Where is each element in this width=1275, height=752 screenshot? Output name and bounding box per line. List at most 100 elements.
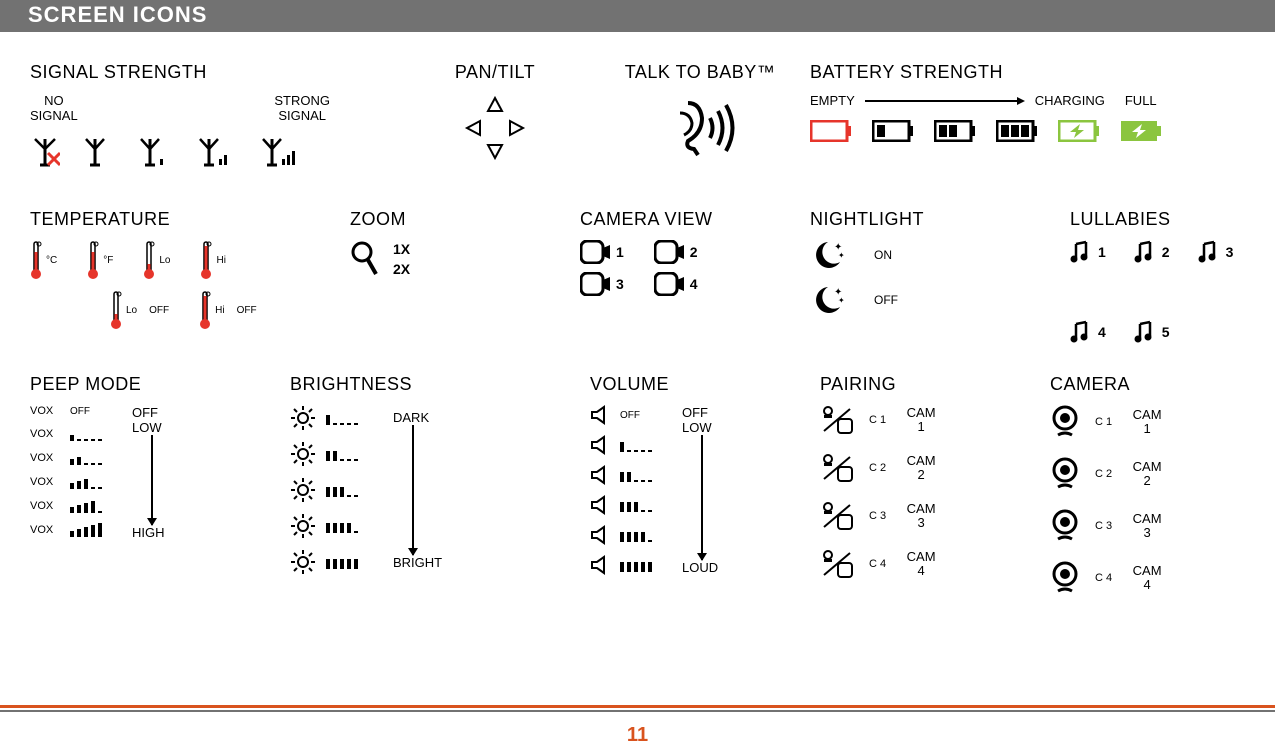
speaker-icon [590,555,610,575]
empty-label: EMPTY [810,93,855,108]
battery-section: BATTERY STRENGTH EMPTY CHARGING FULL [810,62,1245,169]
webcam-icon [1050,561,1080,595]
speaker-icon [590,405,610,425]
thermometer-icon [143,240,155,280]
c2-label: C 2 [869,462,886,474]
battery-3-icon [996,120,1038,142]
webcam-icon [1050,509,1080,543]
l5: 5 [1162,324,1170,340]
nightlight-on: ✦✦ ON [810,240,1070,270]
thermometer-icon [110,290,122,330]
bright-label: BRIGHT [393,555,443,570]
signal-title: SIGNAL STRENGTH [30,62,400,83]
off-small: OFF [70,406,90,417]
speaker-icon [590,435,610,455]
dark-label: DARK [393,410,443,425]
camera-rect-icon [580,272,610,296]
peep-high: HIGH [132,525,182,540]
bright-5 [290,549,358,575]
webcam-icon [1050,405,1080,439]
footer-rule [0,705,1275,712]
pair-4: C 4CAM 4 [820,549,1050,579]
vox-label: VOX [30,500,60,512]
pan-tilt-section: PAN/TILT [400,62,590,169]
camera-3: C 3CAM 3 [1050,509,1245,543]
peep-off: OFF [132,405,182,420]
l2: 2 [1162,244,1170,260]
camera-section: CAMERA C 1CAM 1 C 2CAM 2 C 3CAM 3 C 4CAM… [1050,374,1245,595]
vox-off: VOXOFF [30,405,102,417]
pair-1: C 1CAM 1 [820,405,1050,435]
cam-1-num: 1 [616,244,624,260]
zoom-1x: 1X [393,240,410,260]
vol-1 [590,435,652,455]
camera-list: C 1 CAM 1 C 2CAM 2 C 3CAM 3 C 4 CAM 4 [1050,405,1245,595]
sun-icon [290,441,316,467]
vol-off: OFF [590,405,652,425]
vol-loud-label: LOUD [682,560,732,575]
c1-label: C 1 [869,414,886,426]
thermometer-icon [200,240,212,280]
c1-label: C 1 [1095,416,1112,428]
bright-4 [290,513,358,539]
vol-5 [590,555,652,575]
cam1-label: CAM 1 [1127,408,1167,437]
pair-2: C 2 CAM 2 [820,453,1050,483]
full-label: FULL [1125,93,1157,108]
lullaby-5: 5 [1134,320,1170,344]
c4-label: C 4 [1095,572,1112,584]
cam2-label: CAM 2 [901,454,941,483]
off2-label: OFF [237,305,257,316]
f-label: °F [103,255,113,266]
cam4-label: CAM 4 [1127,564,1167,593]
sun-icon [290,513,316,539]
volume-levels: OFF [590,405,652,575]
camera-rect-icon [654,240,684,264]
row-3: PEEP MODE VOXOFF VOX VOX VOX VOX VOX OFF… [30,374,1245,595]
music-note-icon [1070,240,1092,264]
lullaby-4: 4 [1070,320,1106,344]
talk-section: TALK TO BABY™ [590,62,810,169]
talk-title: TALK TO BABY™ [590,62,810,83]
cam-view-4: 4 [654,272,698,296]
bright-2 [290,441,358,467]
pairing-icon [820,549,854,579]
pairing-icon [820,405,854,435]
therm-lo: Lo [143,240,170,280]
vox-label: VOX [30,428,60,440]
vol-off-small: OFF [620,410,640,421]
antenna-x-icon [30,135,60,169]
moon-stars-icon: ✦✦ [810,240,844,270]
sun-icon [290,405,316,431]
speaker-icon [590,525,610,545]
arrow-right-icon [131,108,221,109]
no-signal-label: NO SIGNAL [30,93,78,123]
camera-view-section: CAMERA VIEW 1 2 3 4 [580,209,810,344]
sun-icon [290,549,316,575]
antenna-3-icon [262,135,306,169]
camera-view-grid: 1 2 3 4 [580,240,810,296]
vox-1: VOX [30,427,102,441]
off-label: OFF [874,293,898,307]
thermometer-icon [30,240,42,280]
vol-low-label: LOW [682,420,732,435]
vox-label: VOX [30,476,60,488]
music-note-icon [1070,320,1092,344]
battery-title: BATTERY STRENGTH [810,62,1245,83]
nightlight-off: ✦✦ OFF [810,285,1070,315]
zoom-levels: 1X 2X [393,240,410,279]
music-note-icon [1134,240,1156,264]
content-area: SIGNAL STRENGTH NO SIGNAL STRONG SIGNAL … [0,32,1275,615]
signal-range-labels: NO SIGNAL STRONG SIGNAL [30,93,330,123]
pairing-icon [820,453,854,483]
peep-section: PEEP MODE VOXOFF VOX VOX VOX VOX VOX OFF… [30,374,290,595]
strong-signal-label: STRONG SIGNAL [274,93,330,123]
zoom-section: ZOOM 1X 2X [350,209,580,344]
cam4-label: CAM 4 [901,550,941,579]
camera-2: C 2CAM 2 [1050,457,1245,491]
cam-3-num: 3 [616,276,624,292]
pan-tilt-title: PAN/TILT [400,62,590,83]
magnifier-icon [350,240,378,280]
nightlight-title: NIGHTLIGHT [810,209,1070,230]
cam3-label: CAM 3 [1127,512,1167,541]
